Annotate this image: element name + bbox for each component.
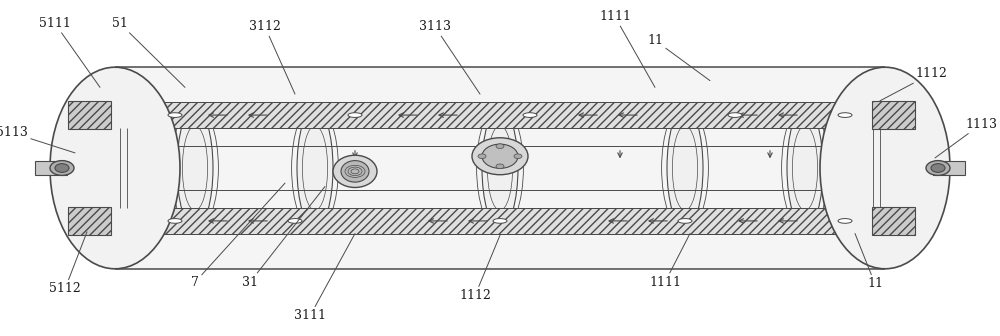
Ellipse shape: [931, 164, 945, 172]
Ellipse shape: [482, 144, 518, 168]
Ellipse shape: [348, 113, 362, 118]
Ellipse shape: [333, 155, 377, 187]
Bar: [115, 208, 885, 234]
Text: 1111: 1111: [649, 234, 690, 289]
Text: 3113: 3113: [419, 20, 480, 94]
Ellipse shape: [297, 108, 333, 228]
Bar: [68, 101, 111, 129]
Ellipse shape: [168, 218, 182, 223]
Ellipse shape: [478, 154, 486, 159]
Ellipse shape: [926, 161, 950, 175]
Ellipse shape: [50, 161, 74, 175]
Bar: [115, 67, 885, 269]
Bar: [872, 101, 915, 129]
Bar: [35, 161, 67, 175]
Bar: [933, 161, 965, 175]
Ellipse shape: [341, 161, 369, 182]
Text: 7: 7: [191, 183, 285, 289]
Text: 3111: 3111: [294, 234, 355, 322]
Text: 1112: 1112: [880, 68, 947, 101]
Text: 5112: 5112: [49, 232, 87, 295]
Ellipse shape: [55, 164, 69, 172]
Ellipse shape: [496, 164, 504, 169]
Text: 51: 51: [112, 17, 185, 87]
Ellipse shape: [820, 67, 950, 269]
Text: 11: 11: [647, 34, 710, 81]
Bar: [872, 207, 915, 235]
Ellipse shape: [838, 113, 852, 118]
Ellipse shape: [177, 108, 213, 228]
Ellipse shape: [496, 144, 504, 149]
Ellipse shape: [482, 108, 518, 228]
Ellipse shape: [514, 154, 522, 159]
Ellipse shape: [838, 218, 852, 223]
Text: 11: 11: [855, 234, 883, 290]
Text: 5111: 5111: [39, 17, 100, 87]
Bar: [68, 207, 111, 235]
Ellipse shape: [728, 113, 742, 118]
Text: 3112: 3112: [249, 20, 295, 94]
Text: 1113: 1113: [935, 118, 997, 158]
Text: 1111: 1111: [599, 10, 655, 87]
Bar: [115, 102, 885, 128]
Text: 1112: 1112: [459, 235, 500, 302]
Text: 5113: 5113: [0, 126, 75, 153]
Ellipse shape: [472, 138, 528, 175]
Ellipse shape: [787, 108, 823, 228]
Ellipse shape: [667, 108, 703, 228]
Ellipse shape: [168, 113, 182, 118]
Ellipse shape: [678, 218, 692, 223]
Ellipse shape: [493, 218, 507, 223]
Ellipse shape: [50, 67, 180, 269]
Ellipse shape: [288, 218, 302, 223]
Ellipse shape: [523, 113, 537, 118]
Text: 31: 31: [242, 186, 325, 289]
